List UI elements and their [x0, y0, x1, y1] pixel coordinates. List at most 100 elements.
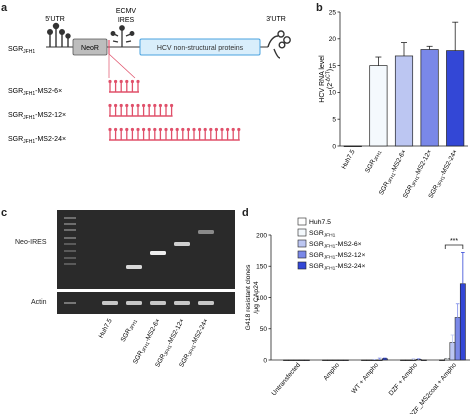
neo-ires-band [126, 265, 142, 269]
error-bar [372, 358, 377, 360]
bar [361, 359, 367, 361]
hcv-rna-chart: 0 5 10 15 20 25 HCV RNA level(2-ΔCT) Huh7.5 SGRJ… [319, 9, 468, 200]
panel-a-label: a [1, 2, 8, 14]
ladder-bands [64, 217, 76, 265]
ms2-hairpin [153, 103, 157, 116]
hcv-box [139, 38, 261, 56]
ms2-hairpin [192, 127, 196, 140]
ms2-hairpin [114, 103, 118, 116]
ms2-hairpin [147, 127, 151, 140]
error-bar [461, 252, 465, 315]
legend-swatch [297, 261, 307, 270]
legend-label: SGRJFH1 [309, 230, 336, 239]
panel-d-label: d [242, 207, 249, 219]
legend-swatch [297, 250, 307, 259]
actin-ladder-band [64, 302, 76, 304]
actin-band [126, 301, 142, 305]
ms2-hairpin [119, 127, 123, 140]
error-bar [426, 45, 433, 50]
bar [410, 359, 417, 361]
bar [322, 359, 328, 361]
panel-b: b 0 5 10 15 20 25 HCV RNA level(2-ΔCT) Huh7.5 SG… [300, 0, 474, 200]
error-bar [401, 42, 407, 56]
ms2-hairpin [142, 127, 146, 140]
ms2-hairpin [125, 127, 129, 140]
ms2-hairpin [119, 79, 123, 92]
ms2-arrays [108, 79, 241, 141]
construct-label: SGRJFH1-MS2-6× [8, 88, 62, 97]
ms2-hairpin [108, 79, 112, 92]
lane-label: SGRJFH1 [120, 317, 139, 343]
bar [298, 359, 305, 361]
y-axis-label: HCV RNA level(2-ΔCT) [319, 55, 334, 103]
legend-label: Huh7.5 [309, 219, 331, 226]
actin-band [150, 301, 166, 305]
bar [293, 359, 300, 361]
y-axis-label: G418 resistant clones/μg CAp24 [245, 264, 260, 330]
x-tick-label: Ampho [322, 362, 341, 383]
ms2-hairpin [114, 127, 118, 140]
neor-label: NeoR [81, 45, 99, 52]
bar [288, 359, 295, 361]
hcv-label: HCV non-structural proteins [157, 45, 244, 52]
utr5-stem-loops [47, 22, 71, 47]
ms2-hairpin [214, 127, 218, 140]
legend-item: SGRJFH1 [297, 228, 336, 239]
ms2-hairpin [119, 103, 123, 116]
gel-main [57, 210, 235, 289]
error-bar [452, 21, 459, 51]
error-bar [445, 357, 450, 360]
legend-swatch [297, 217, 307, 226]
bar [327, 359, 334, 361]
y-tick-label: 15 [329, 63, 337, 70]
x-tick-label: DZF + Ampho [388, 361, 420, 397]
ms2-hairpin [209, 127, 213, 140]
panel-c: c Neo-IRES Actin Huh7.5 SGRJFH1 SGRJFH1-MS… [0, 205, 240, 414]
bar [400, 359, 406, 361]
legend: Huh7.5 SGRJFH1 SGRJFH1-MS2-6× SGRJFH1-MS2-1… [297, 217, 365, 272]
y-tick-label: 10 [329, 90, 337, 97]
bar [342, 359, 349, 361]
bar [371, 359, 378, 361]
x-tick-label: Huh7.5 [341, 148, 357, 170]
neo-ires-band [174, 242, 190, 246]
lane-label: Huh7.5 [98, 317, 114, 339]
construct-label: SGRJFH1-MS2-12× [8, 112, 66, 121]
ms2-hairpin [170, 127, 174, 140]
y-tick-label: 20 [329, 36, 337, 43]
gel-image: Huh7.5 SGRJFH1SGRJFH1-MS2-6×SGRJFH1-MS2-1… [57, 210, 235, 369]
ms2-hairpin [158, 127, 162, 140]
gel-actin [57, 292, 235, 314]
y-tick-label: 0 [332, 143, 336, 150]
y-tick-label: 100 [256, 295, 267, 302]
g418-chart: 0 50 100 150 200 G418 resistant clones/μg CAp… [245, 217, 470, 414]
legend-label: SGRJFH1-MS2-24× [309, 263, 365, 272]
ms2-hairpin [220, 127, 224, 140]
ms2-hairpin [147, 103, 151, 116]
ms2-hairpin [153, 127, 157, 140]
gel-bands [64, 217, 214, 305]
construct-label: SGRJFH1 [8, 46, 35, 55]
bar [337, 359, 344, 361]
panel-b-label: b [316, 2, 323, 14]
ecmv-label: ECMV [116, 8, 137, 15]
ms2-array [108, 103, 174, 117]
actin-band [198, 301, 214, 305]
utr3-stem-loops [267, 30, 291, 59]
x-tick-label: Untransfected [271, 361, 303, 397]
ms2-hairpin [186, 127, 190, 140]
legend-item: SGRJFH1-MS2-6× [297, 239, 362, 250]
ms2-hairpin [125, 79, 129, 92]
ms2-hairpin [164, 127, 168, 140]
ms2-hairpin [164, 103, 168, 116]
bar [369, 65, 388, 147]
ms2-array [108, 79, 140, 93]
ms2-hairpin [203, 127, 207, 140]
bar [446, 50, 465, 147]
significance-label: *** [450, 238, 458, 245]
legend-swatch [297, 239, 307, 248]
neor-box [72, 38, 108, 56]
construct-label: SGRJFH1-MS2-24× [8, 136, 66, 145]
neo-ires-band [198, 230, 214, 234]
ms2-hairpin [114, 79, 118, 92]
